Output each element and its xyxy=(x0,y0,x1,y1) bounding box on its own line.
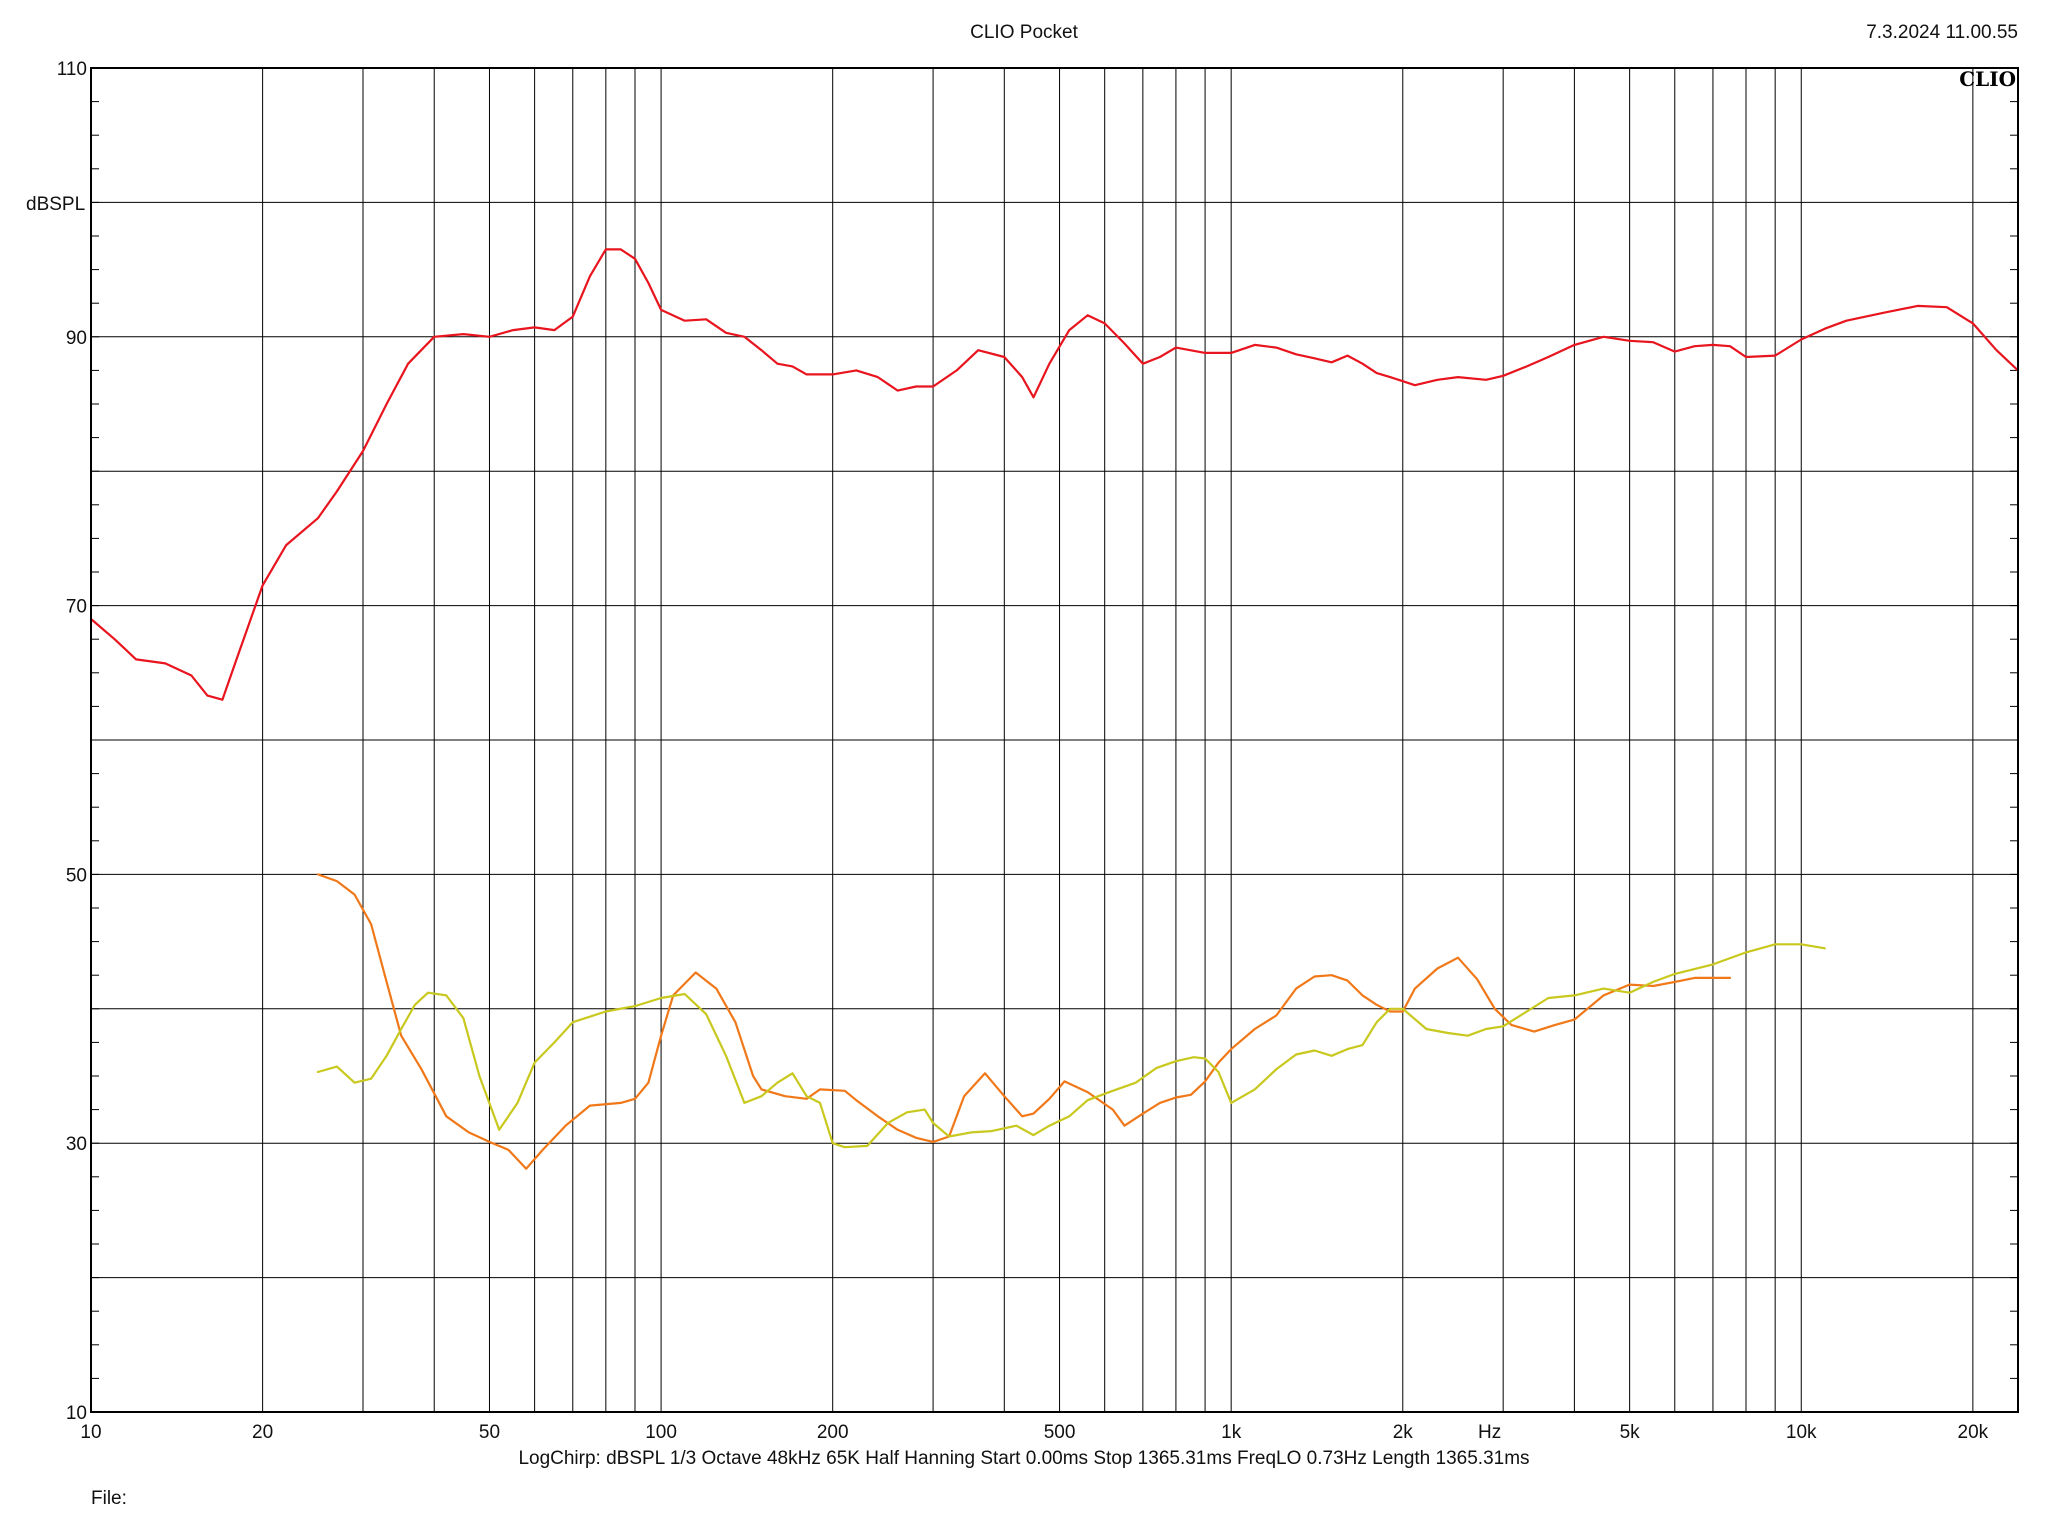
series-line-2 xyxy=(316,873,1732,1170)
x-tick-label: 10k xyxy=(1786,1422,1817,1443)
y-axis-label: dBSPL xyxy=(26,194,85,215)
x-tick-label: 500 xyxy=(1044,1422,1076,1443)
series-line-1 xyxy=(89,248,2020,701)
timestamp: 7.3.2024 11.00.55 xyxy=(1866,22,2018,43)
x-tick-label: 10 xyxy=(80,1422,101,1443)
x-tick-label: 100 xyxy=(645,1422,677,1443)
traces xyxy=(89,248,2020,1170)
series-line-3 xyxy=(316,943,1826,1149)
x-tick-label: 1k xyxy=(1221,1422,1242,1443)
grid xyxy=(91,68,2018,1412)
y-tick-label: 30 xyxy=(66,1134,87,1155)
x-tick-label: 2k xyxy=(1393,1422,1414,1443)
x-axis-unit: Hz xyxy=(1478,1422,1501,1443)
y-tick-label: 10 xyxy=(66,1403,87,1424)
plot-frame xyxy=(90,67,2019,1413)
y-tick-label: 70 xyxy=(66,597,87,618)
x-tick-label: 50 xyxy=(479,1422,500,1443)
x-tick-label: 20 xyxy=(252,1422,273,1443)
x-tick-label: 200 xyxy=(817,1422,849,1443)
x-tick-label: 5k xyxy=(1620,1422,1641,1443)
x-tick-label: 20k xyxy=(1958,1422,1989,1443)
clio-logo: CLIO xyxy=(1959,67,2016,91)
tick-marks xyxy=(91,67,2018,1413)
y-tick-label: 110 xyxy=(57,59,87,80)
y-tick-label: 90 xyxy=(66,328,87,349)
chart-title: CLIO Pocket xyxy=(970,22,1078,43)
y-tick-label: 50 xyxy=(66,865,87,886)
axis-labels: 10 30 50 70 90 110 10 20 50 100 200 500 1k 2k 5k 10k 20k xyxy=(57,59,1989,1443)
measurement-settings: LogChirp: dBSPL 1/3 Octave 48kHz 65K Hal… xyxy=(518,1448,1530,1469)
file-label: File: xyxy=(91,1488,127,1509)
